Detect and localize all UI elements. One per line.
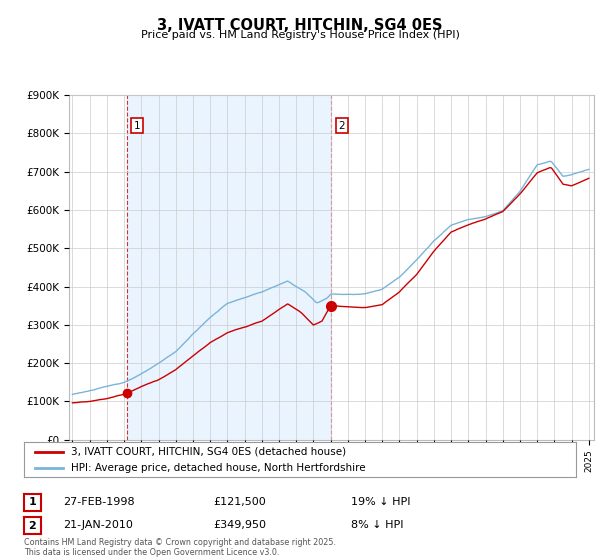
Text: 27-FEB-1998: 27-FEB-1998 — [63, 497, 134, 507]
Text: Price paid vs. HM Land Registry's House Price Index (HPI): Price paid vs. HM Land Registry's House … — [140, 30, 460, 40]
Text: 3, IVATT COURT, HITCHIN, SG4 0ES (detached house): 3, IVATT COURT, HITCHIN, SG4 0ES (detach… — [71, 447, 346, 457]
Text: 1: 1 — [134, 121, 140, 131]
Text: 1: 1 — [29, 497, 36, 507]
Text: £121,500: £121,500 — [213, 497, 266, 507]
Text: 21-JAN-2010: 21-JAN-2010 — [63, 520, 133, 530]
Text: 3, IVATT COURT, HITCHIN, SG4 0ES: 3, IVATT COURT, HITCHIN, SG4 0ES — [157, 18, 443, 32]
Text: Contains HM Land Registry data © Crown copyright and database right 2025.
This d: Contains HM Land Registry data © Crown c… — [24, 538, 336, 557]
Text: 2: 2 — [29, 521, 36, 531]
Bar — [127, 95, 331, 440]
Text: 2: 2 — [338, 121, 345, 131]
Text: 19% ↓ HPI: 19% ↓ HPI — [351, 497, 410, 507]
Text: £349,950: £349,950 — [213, 520, 266, 530]
Text: HPI: Average price, detached house, North Hertfordshire: HPI: Average price, detached house, Nort… — [71, 464, 365, 473]
Text: 8% ↓ HPI: 8% ↓ HPI — [351, 520, 404, 530]
